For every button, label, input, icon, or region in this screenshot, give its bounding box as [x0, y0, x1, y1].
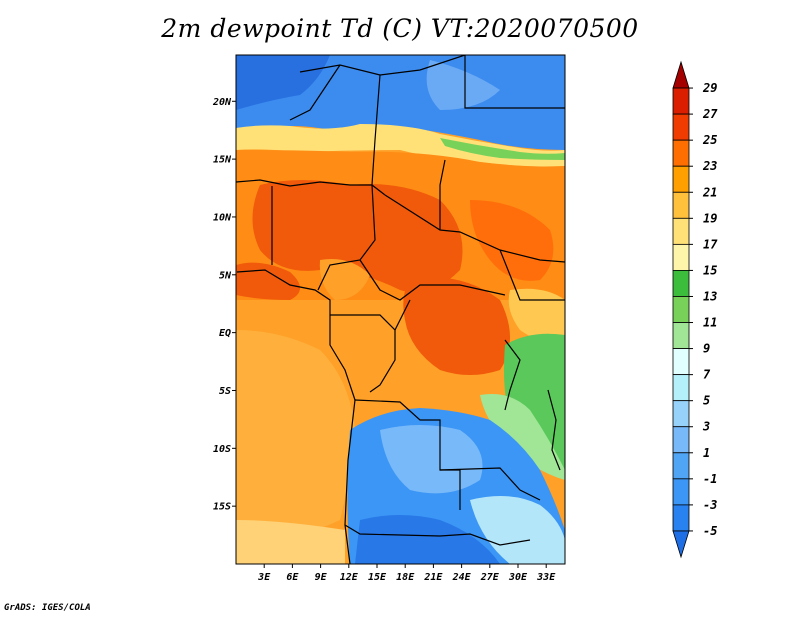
border-line-2: [289, 64, 341, 121]
lat-tick-label: 10S: [213, 444, 231, 455]
lat-tick-label: 5S: [219, 386, 231, 397]
colorbar-label: 5: [703, 394, 710, 408]
colorbar-label: 11: [703, 316, 717, 330]
field-east-lightgreen: [480, 394, 565, 480]
colorbar-label: 15: [703, 263, 717, 277]
lon-tick-label: 18E: [396, 572, 415, 583]
border-line-3: [371, 74, 381, 186]
map-title: 2m dewpoint Td (C) VT:2020070500: [161, 14, 639, 43]
colorbar-swatch: [672, 139, 690, 167]
colorbar-swatch: [672, 478, 690, 506]
field-patch-1: [319, 259, 370, 300]
field-southwest: [236, 330, 355, 540]
colorbar-swatch: [672, 452, 690, 480]
lat-tick-label: 15N: [213, 155, 232, 166]
country-borders: [236, 55, 565, 564]
border-line-16: [439, 467, 541, 501]
lon-tick-label: 24E: [452, 572, 472, 583]
lat-tick-label: 20N: [212, 97, 232, 108]
colorbar-swatch: [672, 243, 690, 271]
lon-tick-label: 21E: [423, 572, 443, 583]
border-line-19: [236, 269, 356, 564]
colorbar-label: 13: [703, 289, 717, 303]
colorbar-label: -1: [703, 472, 717, 486]
grads-credit: GrADS: IGES/COLA: [4, 603, 91, 613]
colorbar-label: -3: [703, 498, 717, 512]
border-line-18: [547, 389, 561, 471]
lon-tick-label: 6E: [286, 572, 299, 583]
colorbar-label: 29: [702, 81, 717, 95]
lat-tick-label: 15S: [213, 502, 231, 513]
field-north-transition: [236, 124, 565, 167]
colorbar-swatch: [672, 504, 690, 532]
colorbar-swatch: [672, 400, 690, 428]
field-red-core-4: [236, 262, 300, 300]
border-line-8: [499, 249, 565, 301]
field-red-core-2: [403, 277, 510, 375]
border-line-4: [464, 55, 565, 109]
border-line-11: [359, 259, 506, 301]
colorbar-swatch: [672, 60, 690, 89]
colorbar-swatch: [672, 87, 690, 115]
colorbar-swatch: [672, 374, 690, 402]
latitude-axis: 20N 15N 10N 5N EQ 5S 10S 15S: [212, 97, 236, 513]
colorbar-swatch: [672, 165, 690, 193]
lat-tick-label: 10N: [213, 212, 232, 223]
border-line-14: [504, 339, 521, 411]
colorbar-swatch: [672, 348, 690, 376]
colorbar-label: 25: [702, 133, 717, 147]
field-south-dry-dark: [355, 515, 500, 564]
lon-tick-label: 30E: [508, 572, 528, 583]
colorbar-label: 23: [702, 159, 717, 173]
map-frame: [235, 54, 566, 565]
border-line-12: [330, 314, 396, 393]
field-north-dry: [236, 55, 565, 150]
lon-tick-label: 15E: [368, 572, 387, 583]
colorbar-label: 7: [703, 368, 711, 382]
dewpoint-field: [236, 55, 565, 564]
colorbar-swatch: [672, 322, 690, 349]
colorbar-label: 17: [703, 237, 718, 251]
colorbar-swatch: [672, 296, 690, 323]
colorbar-swatch: [672, 270, 690, 297]
border-line-13: [394, 299, 411, 331]
field-north-dry-light: [426, 60, 500, 110]
lat-tick-label: 5N: [219, 270, 232, 281]
field-red-core-1: [252, 180, 463, 293]
lon-tick-label: 12E: [340, 572, 359, 583]
lon-tick-label: 33E: [536, 572, 556, 583]
colorbar-label: 21: [702, 185, 717, 199]
colorbar-label: 27: [702, 107, 718, 121]
border-line-17: [344, 524, 531, 546]
colorbar-label: -5: [703, 524, 717, 538]
colorbar-swatch: [672, 191, 690, 219]
border-line-6: [384, 194, 565, 263]
colorbar-swatch: [672, 426, 690, 454]
field-red-core-3: [470, 200, 554, 281]
border-line-15: [354, 399, 461, 510]
lon-tick-label: 27E: [480, 572, 500, 583]
lon-tick-label: 9E: [315, 572, 328, 583]
longitude-axis: 3E 6E 9E 12E 15E 18E 21E 24E 27E 30E 33E: [257, 564, 556, 583]
colorbar-label: 9: [703, 342, 710, 356]
colorbar-swatch: [672, 217, 690, 245]
lat-tick-label: EQ: [219, 328, 231, 339]
colorbar-label: 1: [703, 446, 710, 460]
field-north-dry-dark: [236, 55, 330, 110]
field-south-light-band: [470, 496, 565, 564]
field-patch-2: [508, 288, 565, 342]
border-line-7: [439, 159, 446, 230]
field-south-dry-light: [380, 425, 483, 494]
colorbar-label: 3: [702, 420, 710, 434]
field-southwest-edge: [236, 520, 345, 564]
lon-tick-label: 3E: [257, 572, 271, 583]
colorbar-label: 19: [703, 211, 717, 225]
colorbar-swatch: [672, 530, 690, 559]
field-north-green: [440, 138, 565, 160]
colorbar-swatch: [672, 113, 690, 141]
